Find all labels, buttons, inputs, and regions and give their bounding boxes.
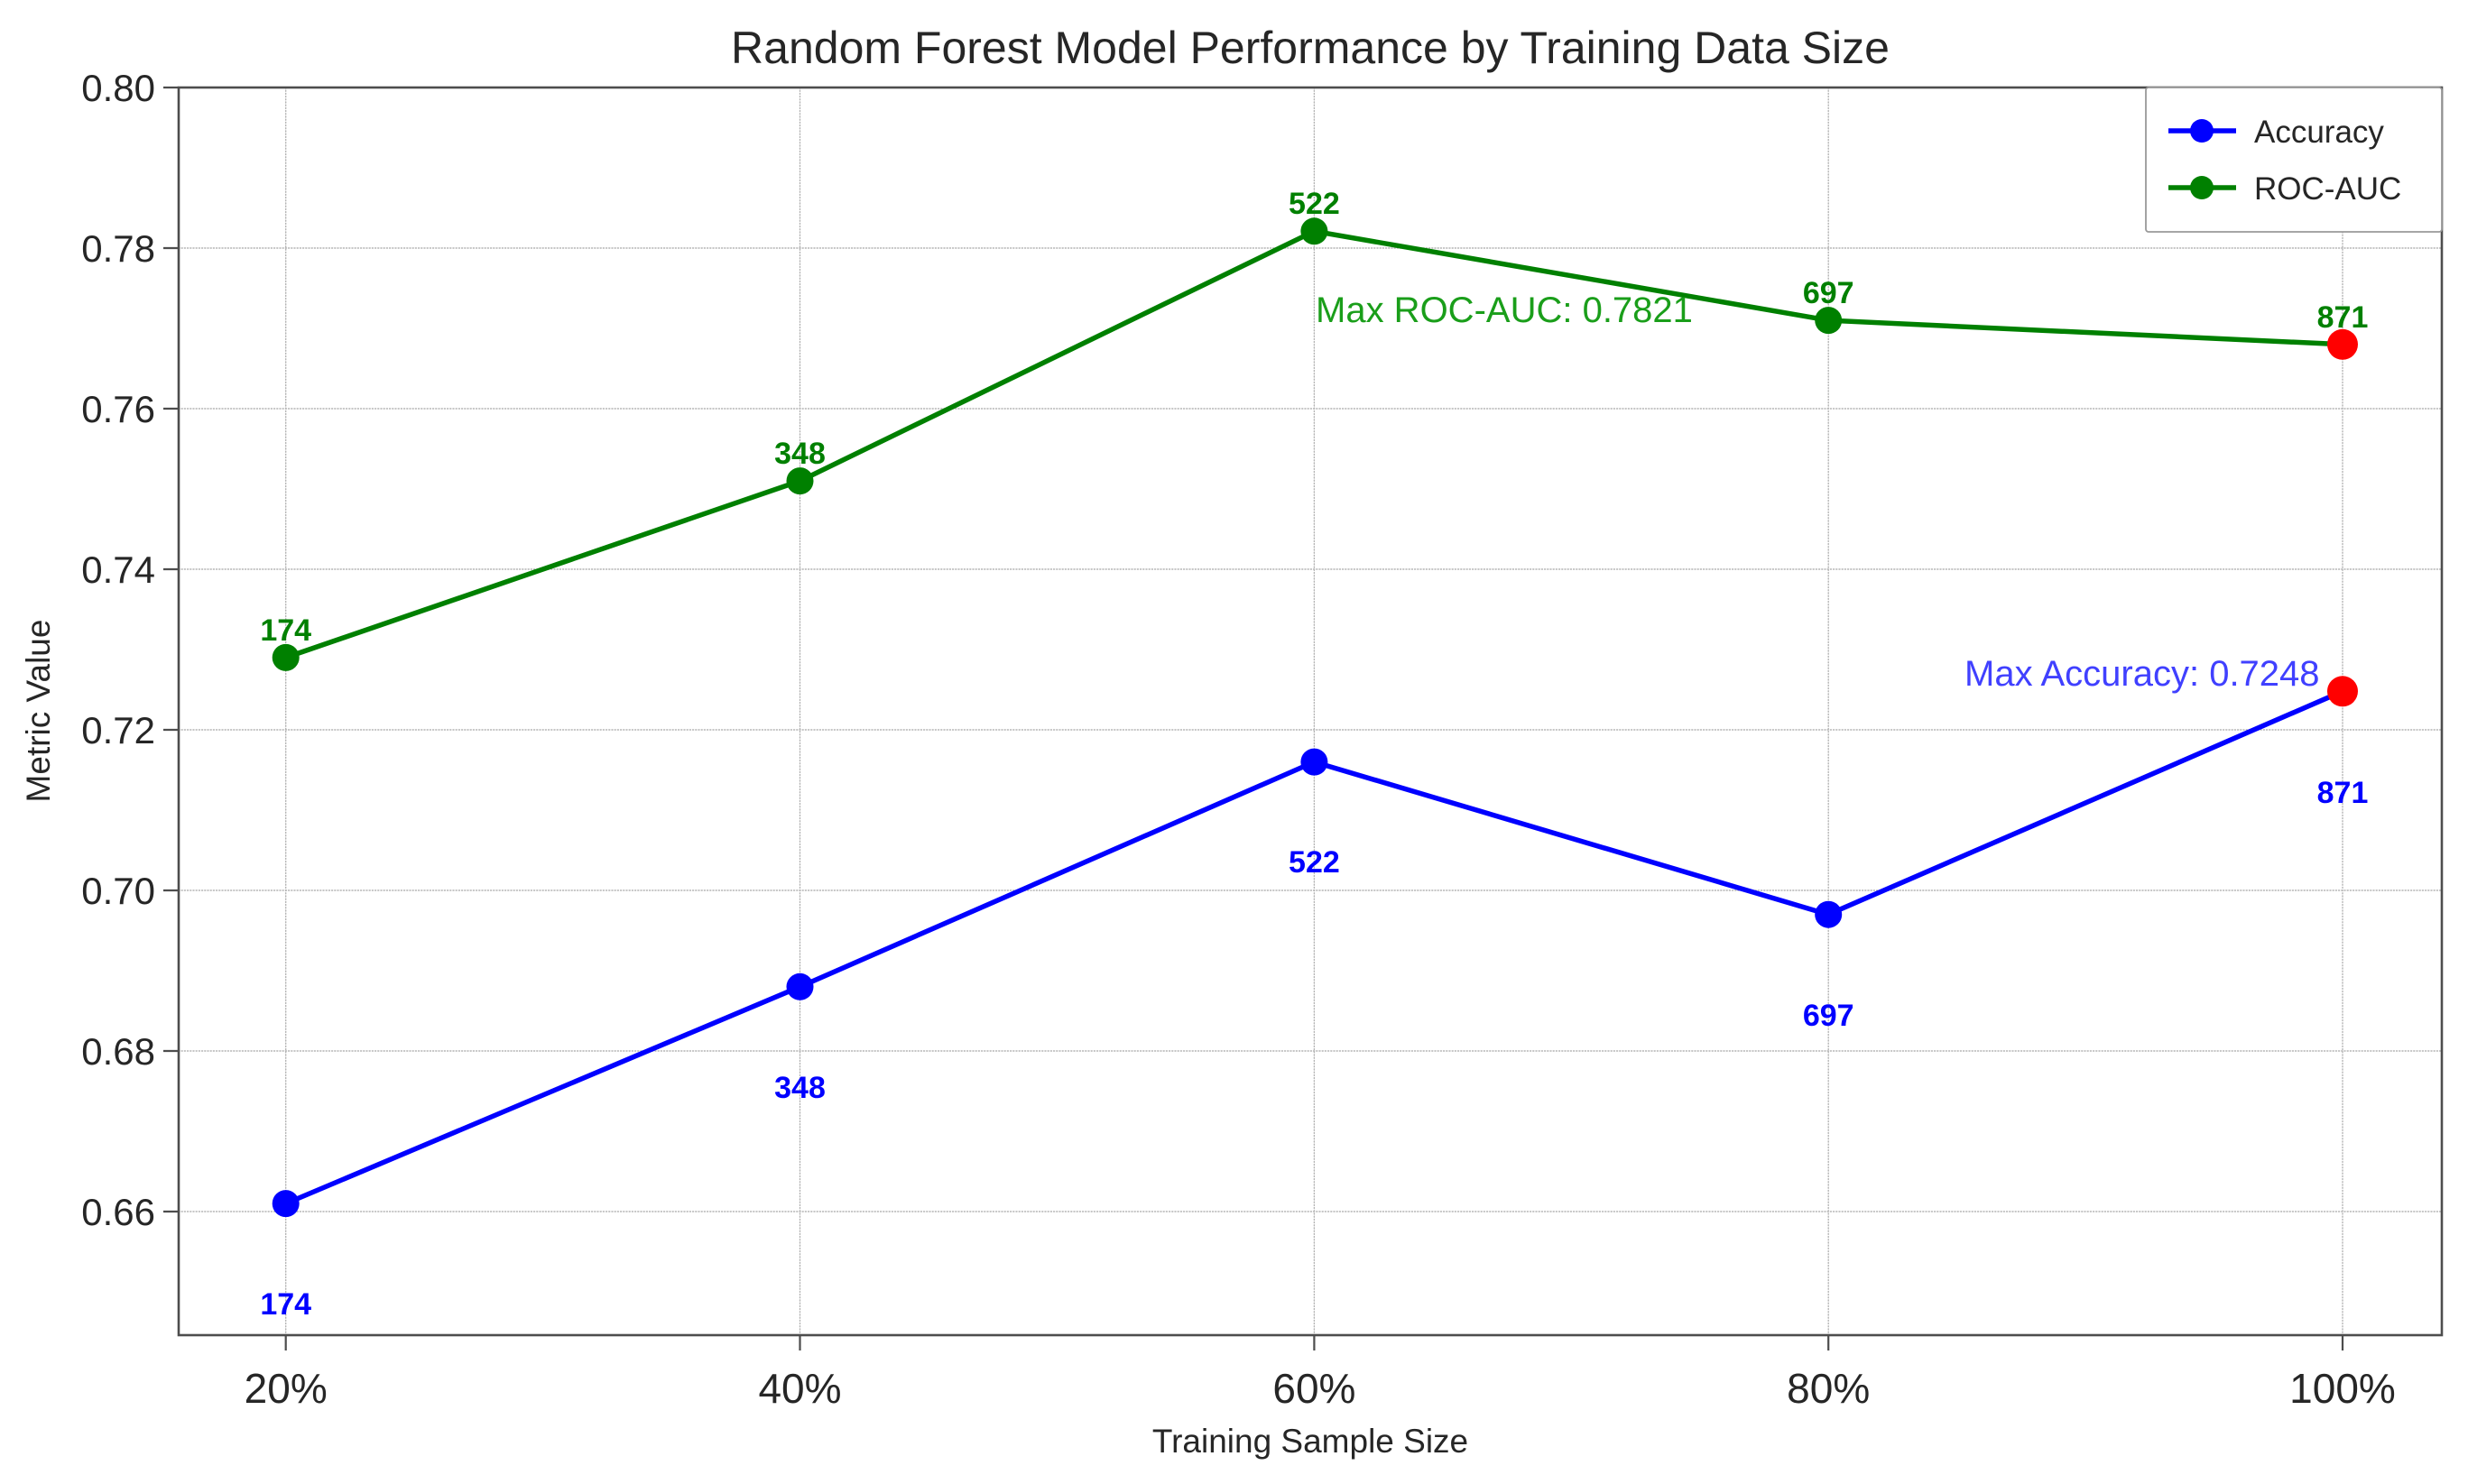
- svg-text:ROC-AUC: ROC-AUC: [2254, 171, 2401, 207]
- svg-text:0.68: 0.68: [81, 1030, 155, 1073]
- svg-text:60%: 60%: [1272, 1365, 1355, 1412]
- svg-text:Training Sample Size: Training Sample Size: [1152, 1423, 1468, 1460]
- svg-text:348: 348: [774, 1071, 826, 1105]
- svg-text:80%: 80%: [1787, 1365, 1870, 1412]
- svg-text:0.70: 0.70: [81, 870, 155, 912]
- svg-text:0.72: 0.72: [81, 709, 155, 751]
- svg-text:0.66: 0.66: [81, 1191, 155, 1233]
- svg-text:871: 871: [2317, 776, 2369, 810]
- svg-text:Metric Value: Metric Value: [20, 620, 57, 803]
- svg-text:871: 871: [2317, 300, 2369, 335]
- svg-text:0.74: 0.74: [81, 548, 155, 591]
- svg-text:522: 522: [1289, 187, 1340, 221]
- svg-text:174: 174: [260, 1287, 311, 1322]
- svg-text:0.76: 0.76: [81, 388, 155, 430]
- svg-text:522: 522: [1289, 845, 1340, 880]
- svg-text:Max ROC-AUC: 0.7821: Max ROC-AUC: 0.7821: [1316, 290, 1693, 330]
- svg-text:697: 697: [1803, 999, 1854, 1033]
- svg-text:0.80: 0.80: [81, 67, 155, 109]
- svg-text:20%: 20%: [245, 1365, 328, 1412]
- svg-text:Max Accuracy: 0.7248: Max Accuracy: 0.7248: [1964, 654, 2320, 694]
- svg-text:100%: 100%: [2289, 1365, 2396, 1412]
- svg-text:174: 174: [260, 613, 311, 648]
- svg-text:0.78: 0.78: [81, 227, 155, 270]
- svg-text:348: 348: [774, 437, 826, 471]
- svg-text:Random Forest Model Performanc: Random Forest Model Performance by Train…: [731, 23, 1890, 73]
- svg-text:40%: 40%: [758, 1365, 841, 1412]
- svg-text:Accuracy: Accuracy: [2254, 115, 2384, 150]
- svg-text:697: 697: [1803, 276, 1854, 310]
